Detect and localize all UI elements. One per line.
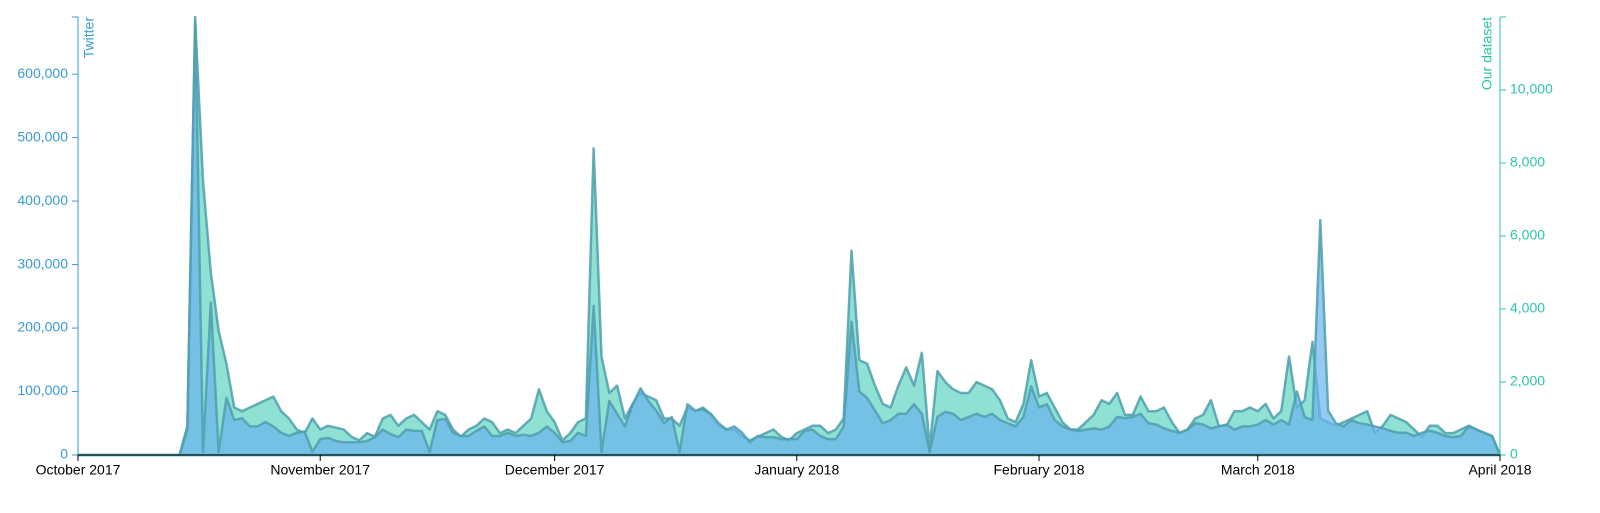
x-tick-label: November 2017 [270,462,370,478]
area [76,15,1502,457]
x-tick-label: January 2018 [754,462,839,478]
area [76,19,1502,457]
y2-tick-label: 2,000 [1510,373,1545,389]
x-tick-label: October 2017 [36,462,121,478]
y-tick-label: 0 [60,446,68,462]
axis-title: Our dataset [1479,17,1495,90]
y2-tick-label: 6,000 [1510,227,1545,243]
y2-tick-label: 4,000 [1510,300,1545,316]
x-tick-label: February 2018 [993,462,1084,478]
y-tick-label: 400,000 [17,192,68,208]
y2-tick-label: 8,000 [1510,154,1545,170]
y-tick-label: 200,000 [17,319,68,335]
y2-tick-label: 0 [1510,446,1518,462]
y2-tick-label: 10,000 [1510,81,1553,97]
y-tick-label: 600,000 [17,65,68,81]
x-tick-label: December 2017 [505,462,605,478]
x-tick-label: April 2018 [1468,462,1531,478]
y-tick-label: 500,000 [17,128,68,144]
axis-title: Twitter [81,17,97,59]
y-tick-label: 100,000 [17,382,68,398]
x-tick-label: March 2018 [1221,462,1295,478]
y-tick-label: 300,000 [17,255,68,271]
